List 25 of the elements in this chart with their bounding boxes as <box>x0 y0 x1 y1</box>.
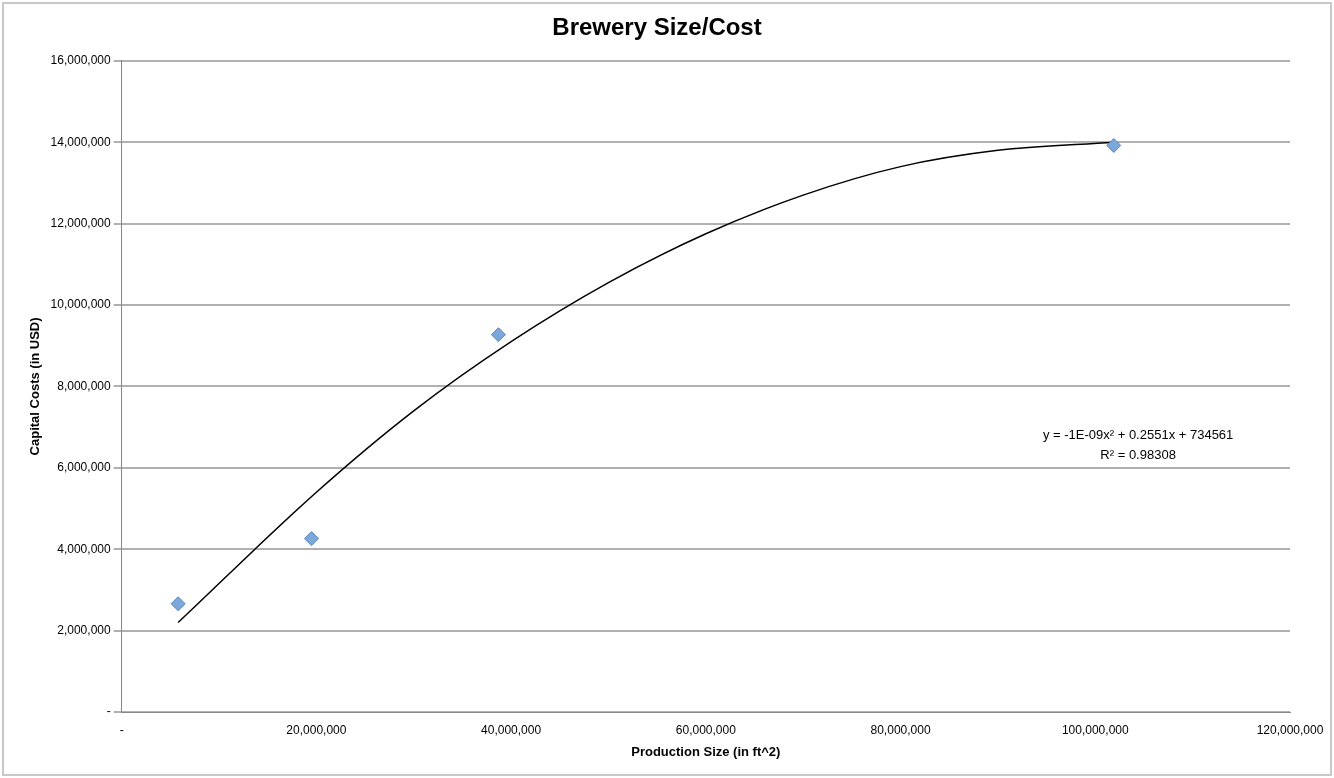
point <box>1106 137 1122 153</box>
point <box>490 327 506 343</box>
y-tick-label: - <box>106 704 111 719</box>
x-tick-label: - <box>119 722 124 737</box>
point <box>170 596 186 612</box>
y-tick-label: 6,000,000 <box>57 460 111 475</box>
y-axis-title: Capital Costs (in USD) <box>27 317 43 456</box>
annotation: R² = 0.98308 <box>1100 446 1176 462</box>
y-tick-label: 12,000,000 <box>50 215 111 230</box>
x-tick-label: 20,000,000 <box>286 722 347 737</box>
x-tick-label: 80,000,000 <box>870 722 931 737</box>
y-tick-label: 14,000,000 <box>50 134 111 149</box>
chart-title: Brewery Size/Cost <box>552 13 762 41</box>
x-tick-label: 120,000,000 <box>1256 722 1324 737</box>
point <box>304 531 320 547</box>
y-tick-label: 2,000,000 <box>57 622 111 637</box>
y-tick-label: 4,000,000 <box>57 541 111 556</box>
x-tick-label: 100,000,000 <box>1061 722 1129 737</box>
y-tick-label: 16,000,000 <box>50 53 111 68</box>
x-tick-label: 60,000,000 <box>675 722 737 737</box>
x-tick-label: 40,000,000 <box>481 722 542 737</box>
y-tick-label: 8,000,000 <box>57 378 111 393</box>
annotation: y = -1E-09x² + 0.2551x + 734561 <box>1042 426 1234 442</box>
x-axis-title: Production Size (in ft^2) <box>631 743 781 759</box>
y-tick-label: 10,000,000 <box>50 297 111 312</box>
